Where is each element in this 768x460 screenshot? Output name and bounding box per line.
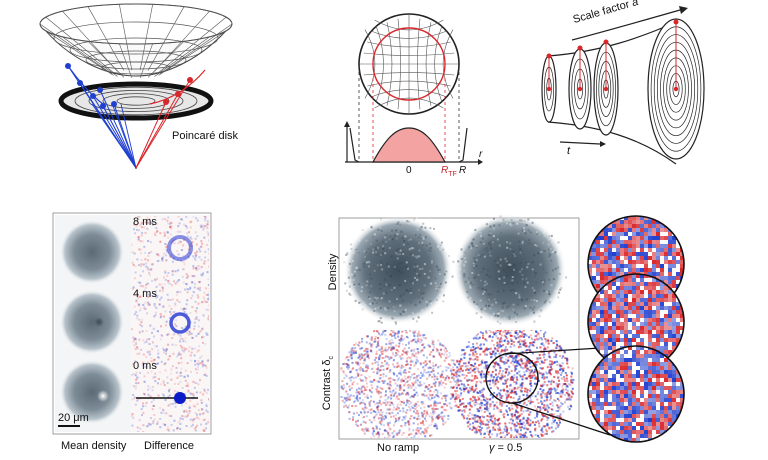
axis-t-label: t: [567, 145, 571, 157]
ring-4ms: [169, 312, 191, 334]
red-marker: [603, 39, 609, 45]
blue-point: [65, 63, 71, 69]
funnel-bottom-edge: [547, 121, 677, 165]
projection-lines: [358, 66, 460, 160]
time-label-4ms: 4 ms: [133, 288, 157, 300]
row-label-contrast: Contrast δc: [320, 355, 336, 411]
red-point: [187, 77, 193, 83]
time-arrow-line: [559, 141, 601, 145]
blue-point: [90, 93, 96, 99]
arrow-right-icon: [478, 159, 483, 165]
col-label-difference: Difference: [144, 440, 194, 452]
projection-lines-red: [372, 78, 446, 160]
mean-density-blob: [60, 360, 124, 424]
density-no-ramp: [344, 216, 452, 324]
poincare-disk-label: Poincaré disk: [172, 130, 239, 142]
vortex-dot: [174, 392, 186, 404]
scale-arrow-line: [571, 9, 681, 41]
mean-density-blob: [60, 220, 124, 284]
mean-density-blob: [60, 290, 124, 354]
tick-rtf: RTF: [441, 165, 457, 178]
row-label-density: Density: [327, 253, 339, 291]
blue-point: [111, 101, 117, 107]
bec-time-series-panel: [52, 212, 212, 435]
zoomed-circles: [587, 215, 685, 443]
blue-point: [100, 103, 106, 109]
red-point: [163, 99, 169, 105]
right-wall: [458, 127, 468, 163]
blue-point: [77, 80, 83, 86]
disk-grid-lines: [360, 15, 458, 113]
red-ring: [372, 27, 446, 101]
contrast-maps: [340, 330, 575, 438]
axis-r-label: r: [479, 149, 483, 160]
red-marker: [546, 53, 552, 59]
time-label-8ms: 8 ms: [133, 216, 157, 228]
blue-point: [97, 87, 103, 93]
red-marker: [673, 19, 679, 25]
funnel-rings: [541, 18, 705, 160]
time-label-0ms: 0 ms: [133, 360, 157, 372]
ring-8ms: [167, 235, 193, 261]
disk-profile-diagram: [344, 13, 483, 165]
mean-density-column: [55, 215, 131, 432]
difference-column: [131, 215, 210, 432]
col-label-gamma: γ = 0.5: [489, 442, 523, 454]
tick-zero: 0: [406, 165, 412, 176]
red-marker: [577, 45, 583, 51]
hyperboloid-diagram: [39, 3, 233, 169]
scale-bar-label: 20 μm: [58, 412, 89, 424]
arrow-up-icon: [344, 121, 350, 127]
density-profile: [371, 127, 447, 163]
density-gamma: [454, 214, 566, 326]
tick-r: R: [459, 165, 467, 176]
red-point: [175, 91, 181, 97]
arrow-right-icon: [600, 141, 606, 147]
col-label-mean-density: Mean density: [61, 440, 127, 452]
density-contrast-panel: [338, 214, 685, 443]
expansion-funnel-diagram: [541, 6, 705, 165]
col-label-no-ramp: No ramp: [377, 442, 420, 454]
zoom-lines: [504, 347, 611, 436]
left-wall: [349, 127, 360, 163]
arrow-right-icon: [679, 6, 688, 14]
